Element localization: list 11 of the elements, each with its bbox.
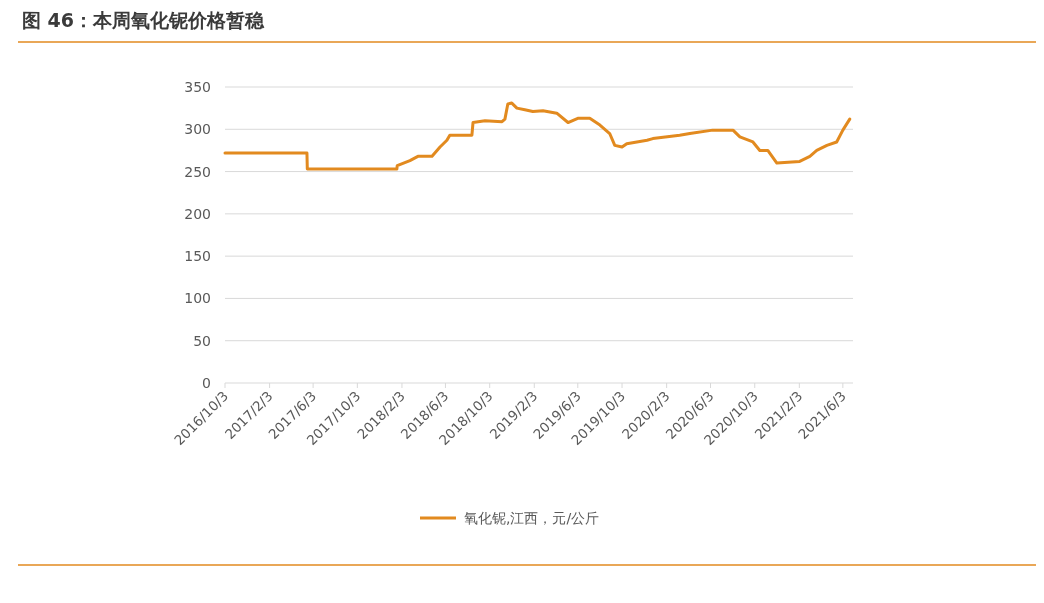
y-tick-label: 50 [193,332,211,349]
y-tick-label: 0 [202,375,211,391]
y-tick-label: 100 [184,290,211,307]
y-tick-label: 150 [184,248,211,265]
y-tick-label: 200 [184,205,211,222]
legend-label: 氧化铌,江西，元/公斤 [464,510,600,526]
line-series [223,101,852,171]
y-tick-label: 250 [184,163,211,180]
chart-title: 图 46：本周氧化铌价格暂稳 [22,9,266,31]
y-tick-label: 300 [184,121,211,138]
y-tick-label: 350 [184,79,211,95]
